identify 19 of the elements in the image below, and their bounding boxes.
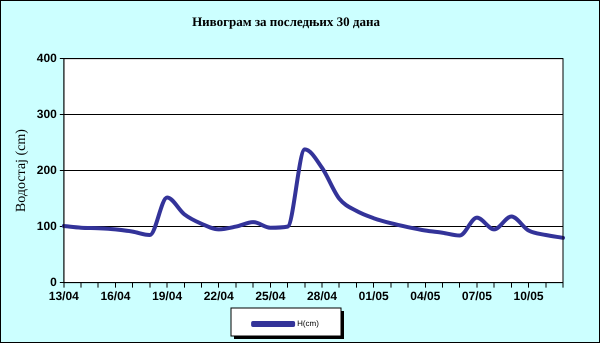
y-tick-label: 0 — [50, 274, 58, 289]
chart-title: Нивограм за последњих 30 дана — [192, 14, 380, 30]
legend-label: H(cm) — [297, 319, 320, 328]
y-tick-label: 200 — [36, 162, 58, 177]
x-tick-label: 07/05 — [462, 289, 492, 304]
y-tick-label: 400 — [36, 50, 58, 65]
y-axis-title: Водостај (cm) — [14, 128, 30, 212]
x-tick-label: 28/04 — [307, 289, 338, 304]
y-tick-label: 300 — [36, 106, 58, 121]
x-tick-label: 25/04 — [255, 289, 286, 304]
y-tick-label: 100 — [36, 218, 58, 233]
x-tick-label: 16/04 — [100, 289, 131, 304]
x-tick-label: 13/04 — [48, 289, 80, 304]
line-series — [62, 147, 565, 240]
x-tick-label: 22/04 — [204, 289, 234, 304]
x-tick-label: 10/05 — [514, 289, 544, 304]
x-tick-label: 19/04 — [152, 289, 182, 304]
x-tick-label: 04/05 — [410, 289, 441, 304]
x-tick-label: 01/05 — [358, 289, 389, 304]
